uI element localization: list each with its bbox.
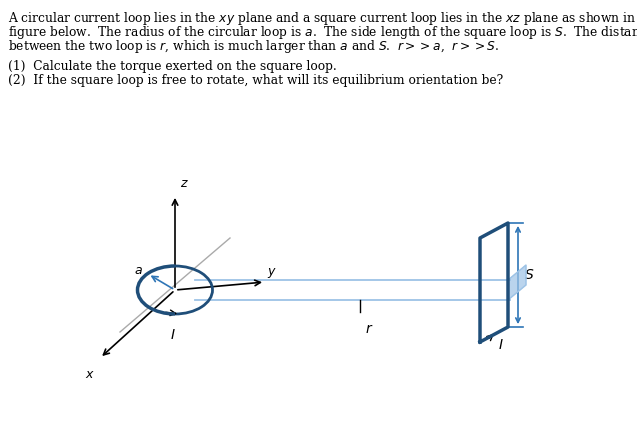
Text: $a$: $a$ bbox=[134, 264, 143, 276]
Text: $I$: $I$ bbox=[170, 328, 176, 342]
Text: A circular current loop lies in the $xy$ plane and a square current loop lies in: A circular current loop lies in the $xy$… bbox=[8, 10, 637, 27]
Text: figure below.  The radius of the circular loop is $a$.  The side length of the s: figure below. The radius of the circular… bbox=[8, 24, 637, 41]
Polygon shape bbox=[508, 265, 526, 300]
Text: $y$: $y$ bbox=[267, 266, 277, 280]
Text: $r$: $r$ bbox=[365, 322, 373, 336]
Text: (2)  If the square loop is free to rotate, what will its equilibrium orientation: (2) If the square loop is free to rotate… bbox=[8, 74, 503, 87]
Text: between the two loop is $r$, which is much larger than $a$ and $S$.  $r$$>>$$a$,: between the two loop is $r$, which is mu… bbox=[8, 38, 499, 55]
Text: $S$: $S$ bbox=[524, 268, 534, 282]
Text: $I$: $I$ bbox=[498, 338, 504, 352]
Text: (1)  Calculate the torque exerted on the square loop.: (1) Calculate the torque exerted on the … bbox=[8, 60, 337, 73]
Text: $z$: $z$ bbox=[180, 177, 189, 190]
Text: $x$: $x$ bbox=[85, 368, 95, 381]
